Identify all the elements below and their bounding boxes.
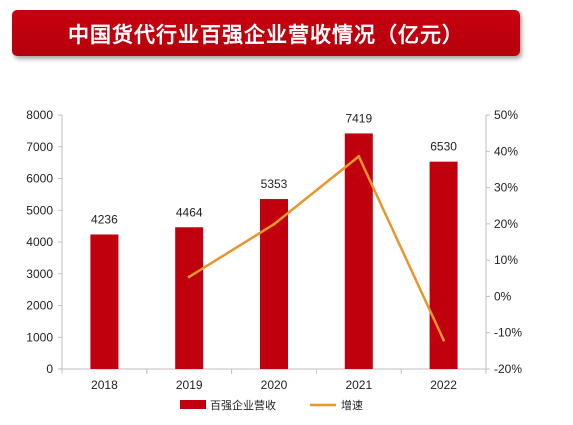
title-banner: 中国货代行业百强企业营收情况（亿元） (12, 10, 520, 56)
y-left-tick-label: 6000 (26, 172, 53, 186)
growth-line (188, 155, 445, 341)
y-left-tick-label: 8000 (26, 108, 53, 122)
growth-point (187, 275, 191, 279)
y-right-tick-label: 20% (494, 217, 518, 231)
y-left-tick-label: 7000 (26, 140, 53, 154)
bar-data-label: 5353 (261, 177, 288, 191)
bar-data-label: 4464 (176, 205, 203, 219)
y-left-tick-label: 2000 (26, 299, 53, 313)
y-left-tick-label: 1000 (26, 330, 53, 344)
x-tick-label: 2022 (430, 378, 457, 392)
bar-data-label: 7419 (345, 111, 372, 125)
bar (260, 199, 288, 369)
bar (429, 161, 458, 369)
y-left-tick-label: 0 (46, 362, 53, 376)
x-tick-label: 2018 (91, 378, 118, 392)
bar (90, 234, 119, 369)
y-right-tick-label: 10% (494, 253, 518, 267)
y-right-tick-label: -10% (494, 326, 522, 340)
x-tick-label: 2021 (345, 378, 372, 392)
legend-label: 百强企业营收 (210, 398, 276, 412)
growth-point (272, 222, 276, 226)
y-left-tick-label: 5000 (26, 203, 53, 217)
y-left-tick-label: 4000 (26, 235, 53, 249)
y-right-tick-label: 40% (494, 144, 518, 158)
bar-data-label: 6530 (430, 140, 457, 154)
legend-label: 增速 (341, 398, 363, 412)
y-right-tick-label: 0% (494, 289, 512, 303)
y-left-tick-label: 3000 (26, 267, 53, 281)
bar (344, 133, 373, 369)
bar-data-label: 4236 (91, 213, 118, 227)
growth-point (442, 338, 446, 342)
bar (175, 227, 204, 369)
x-tick-label: 2020 (261, 378, 288, 392)
legend-swatch-bar (180, 400, 206, 409)
x-tick-label: 2019 (176, 378, 203, 392)
y-right-tick-label: 50% (494, 108, 518, 122)
growth-point (357, 154, 361, 158)
y-right-tick-label: -20% (494, 362, 522, 376)
chart-title: 中国货代行业百强企业营收情况（亿元） (68, 23, 464, 47)
y-right-tick-label: 30% (494, 181, 518, 195)
